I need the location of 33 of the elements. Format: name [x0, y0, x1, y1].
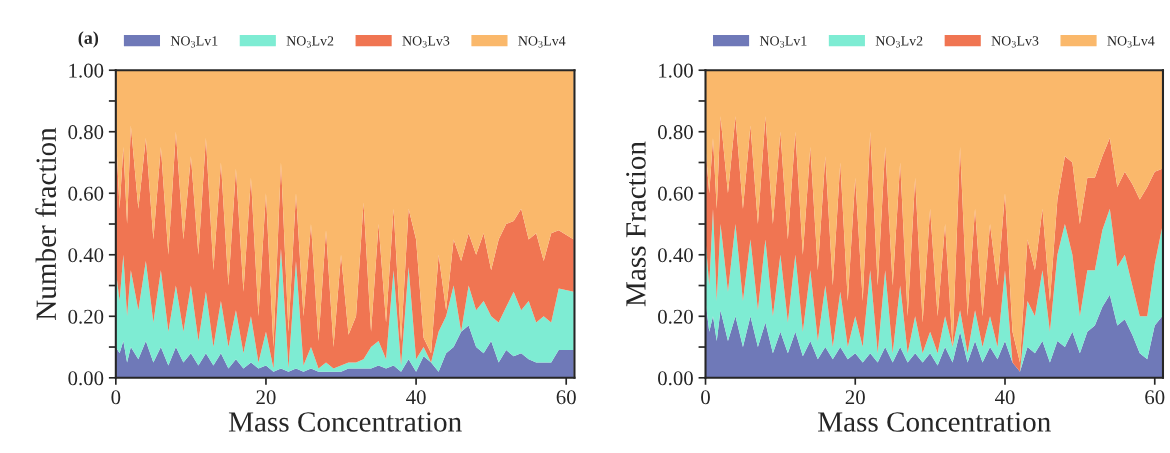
chart-title: (a) — [78, 31, 99, 48]
x-tick-label: 40 — [994, 390, 1015, 405]
x-tick-label: 40 — [406, 390, 426, 405]
y-tick-label: 0.60 — [68, 186, 104, 201]
x-tick-label: 20 — [256, 390, 276, 405]
y-tick-label: 1.00 — [659, 63, 693, 78]
y-tick-label: 1.00 — [69, 63, 104, 78]
x-tick-label: 0 — [111, 390, 121, 405]
x-axis-title: Mass Concentration — [818, 412, 1051, 432]
y-tick-label: 0.20 — [68, 309, 104, 324]
y-axis-title: Number fraction — [35, 127, 57, 320]
legend-label: NO$_{3}$Lv2 — [875, 36, 923, 48]
y-tick-label: 0.40 — [68, 248, 104, 263]
x-tick-label: 20 — [845, 390, 865, 405]
y-tick-label: 0.00 — [68, 371, 104, 386]
y-tick-label: 0.80 — [68, 125, 104, 140]
y-axis-title: Mass Fraction — [626, 141, 646, 307]
y-tick-label: 0.80 — [658, 125, 693, 140]
y-tick-label: 0.40 — [658, 248, 693, 263]
x-tick-label: 60 — [1145, 390, 1165, 405]
legend-label: NO$_{3}$Lv3 — [991, 36, 1039, 48]
legend-label: NO$_{3}$Lv4 — [1107, 36, 1155, 48]
x-tick-label: 60 — [556, 390, 576, 405]
legend-label: NO$_{3}$Lv3 — [402, 36, 450, 48]
legend-label: NO$_{3}$Lv2 — [286, 36, 334, 48]
legend-label: NO$_{3}$Lv4 — [518, 36, 566, 48]
legend-label: NO$_{3}$Lv1 — [759, 36, 807, 48]
y-tick-label: 0.20 — [658, 309, 693, 324]
x-axis-title: Mass Concentration — [228, 412, 462, 432]
legend-label: NO$_{3}$Lv1 — [170, 36, 218, 48]
x-tick-label: 0 — [701, 390, 710, 405]
y-tick-label: 0.00 — [658, 371, 693, 386]
y-tick-label: 0.60 — [658, 186, 693, 201]
